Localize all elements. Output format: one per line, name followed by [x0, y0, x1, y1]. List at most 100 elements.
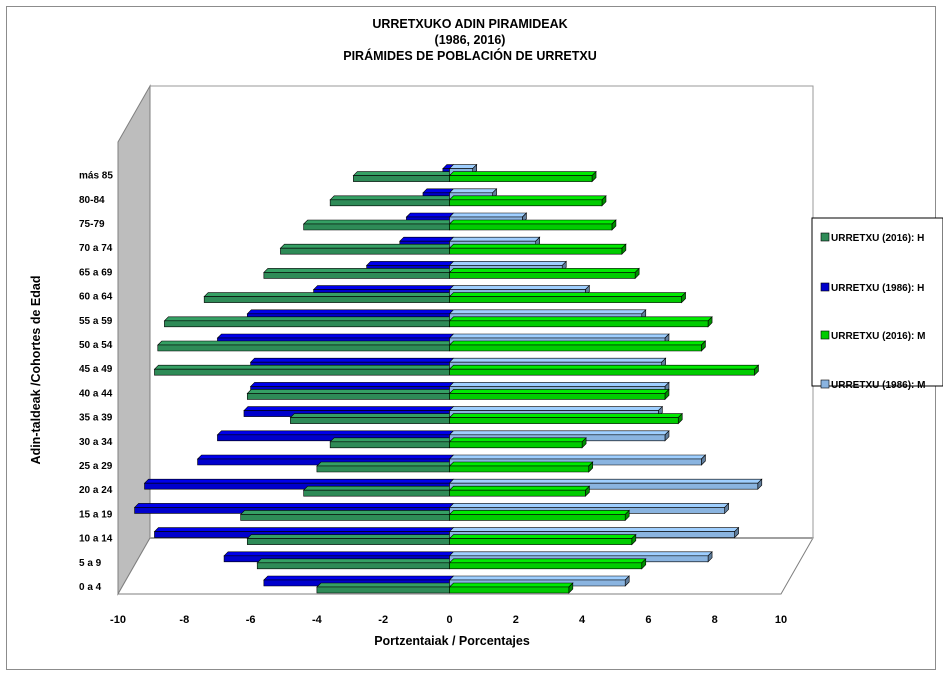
bar-front-face	[449, 175, 593, 182]
bar-top-face	[329, 437, 455, 443]
category-label: 20 a 24	[79, 485, 113, 496]
category-label: 75-79	[79, 219, 105, 230]
bar-urretxu-2016-h-15-a-19	[239, 510, 455, 521]
bar-urretxu-2016-h-35-a-39	[289, 413, 455, 424]
bar-front-face	[240, 514, 450, 521]
bar-urretxu-2016-h-10-a-14	[246, 534, 455, 545]
bar-top-face	[263, 268, 455, 273]
bar-urretxu-2016-h-70-a-74	[279, 243, 455, 255]
legend-label: URRETXU (1986): H	[831, 283, 924, 294]
bar-front-face	[329, 441, 450, 449]
bar-top-face	[448, 268, 640, 273]
bar-top-face	[448, 527, 740, 532]
category-label: 80-84	[79, 195, 105, 206]
bar-top-face	[448, 582, 574, 588]
x-tick-label: 8	[712, 614, 718, 626]
bar-top-face	[448, 292, 687, 297]
x-tick-label: -2	[378, 614, 388, 626]
bar-front-face	[329, 199, 450, 207]
bar-urretxu-2016-m-40-a-44	[448, 388, 670, 401]
bar-top-face	[239, 510, 455, 515]
bar-urretxu-2016-m-75-79	[448, 219, 617, 231]
bar-top-face	[263, 575, 455, 581]
bar-front-face	[449, 223, 613, 231]
bar-top-face	[448, 558, 647, 564]
bar-top-face	[448, 243, 627, 249]
x-tick-label: 2	[513, 614, 519, 626]
bar-front-face	[256, 562, 450, 570]
category-label: 40 a 44	[79, 388, 113, 399]
bar-urretxu-2016-h-40-a-44	[246, 389, 455, 400]
bar-top-face	[448, 309, 647, 315]
bar-front-face	[449, 586, 570, 594]
bar-top-face	[312, 285, 455, 290]
bar-front-face	[449, 538, 633, 545]
bar-top-face	[399, 236, 455, 242]
bar-top-face	[216, 333, 455, 339]
bar-top-face	[448, 357, 667, 363]
bar-top-face	[133, 503, 455, 508]
bar-top-face	[289, 413, 455, 418]
bar-urretxu-2016-m-25-a-29	[448, 461, 594, 473]
bar-top-face	[249, 357, 455, 363]
bar-urretxu-2016-h-0-a-4	[316, 582, 455, 594]
category-label: 50 a 54	[79, 340, 113, 351]
bar-top-face	[448, 478, 763, 484]
category-label: 70 a 74	[79, 243, 113, 254]
bar-front-face	[449, 393, 666, 400]
bar-top-face	[448, 261, 567, 266]
bar-top-face	[448, 316, 713, 322]
bar-urretxu-2016-h-60-a-64	[203, 292, 455, 303]
bar-top-face	[448, 171, 597, 176]
x-axis-label: Portzentaiak / Porcentajes	[374, 634, 530, 648]
bar-top-face	[223, 551, 455, 557]
bar-top-face	[448, 551, 713, 557]
bar-urretxu-2016-h-55-a-59	[163, 316, 455, 328]
bar-top-face	[302, 485, 455, 491]
bar-front-face	[449, 320, 709, 328]
category-label: 15 a 19	[79, 509, 113, 520]
bar-front-face	[449, 489, 586, 497]
x-tick-labels: -10 -8 -6 -4 -2 0 2 4 6 8 10	[110, 614, 787, 626]
bar-top-face	[448, 503, 730, 508]
bar-top-face	[203, 292, 455, 297]
bar-top-face	[365, 261, 455, 266]
category-labels: 0 a 4 5 a 9 10 a 14 15 a 19 20 a 24 25 a 29 30…	[79, 171, 113, 593]
legend-label: URRETXU (2016): H	[831, 233, 924, 244]
category-label: más 85	[79, 171, 113, 182]
category-label: 30 a 34	[79, 437, 113, 448]
bar-top-face	[448, 461, 594, 467]
bar-front-face	[449, 562, 643, 570]
bar-urretxu-2016-h-50-a-54	[157, 340, 455, 352]
x-tick-label: -6	[246, 614, 256, 626]
bar-top-face	[316, 461, 455, 467]
bar-front-face	[449, 368, 755, 376]
x-tick-label: 10	[775, 614, 787, 626]
bar-top-face	[196, 454, 455, 460]
bar-top-face	[249, 382, 455, 387]
x-tick-label: 6	[645, 614, 651, 626]
bar-top-face	[448, 389, 670, 394]
bar-top-face	[352, 171, 455, 176]
bar-urretxu-2016-m-0-a-4	[448, 582, 574, 594]
chart-title-line-2: (1986, 2016)	[435, 33, 506, 47]
bar-urretxu-2016-m-50-a-54	[448, 340, 707, 352]
bar-urretxu-2016-h-30-a-34	[329, 437, 455, 449]
category-label: 0 a 4	[79, 582, 102, 593]
bar-front-face	[154, 368, 450, 376]
category-label: 65 a 69	[79, 267, 113, 278]
bar-urretxu-2016-m-35-a-39	[448, 412, 683, 425]
bar-top-face	[448, 406, 664, 411]
x-tick-label: 0	[446, 614, 452, 626]
bar-front-face	[449, 417, 679, 424]
bar-top-face	[448, 164, 478, 169]
bar-top-face	[448, 510, 630, 515]
bar-top-face	[448, 333, 670, 339]
x-tick-label: -10	[110, 614, 126, 626]
bar-front-face	[449, 296, 682, 303]
bar-top-face	[246, 534, 455, 539]
bar-urretxu-2016-m-60-a-64	[448, 291, 687, 304]
bar-urretxu-2016-m-45-a-49	[448, 364, 760, 376]
bar-front-face	[303, 489, 450, 497]
bar-top-face	[448, 285, 591, 290]
